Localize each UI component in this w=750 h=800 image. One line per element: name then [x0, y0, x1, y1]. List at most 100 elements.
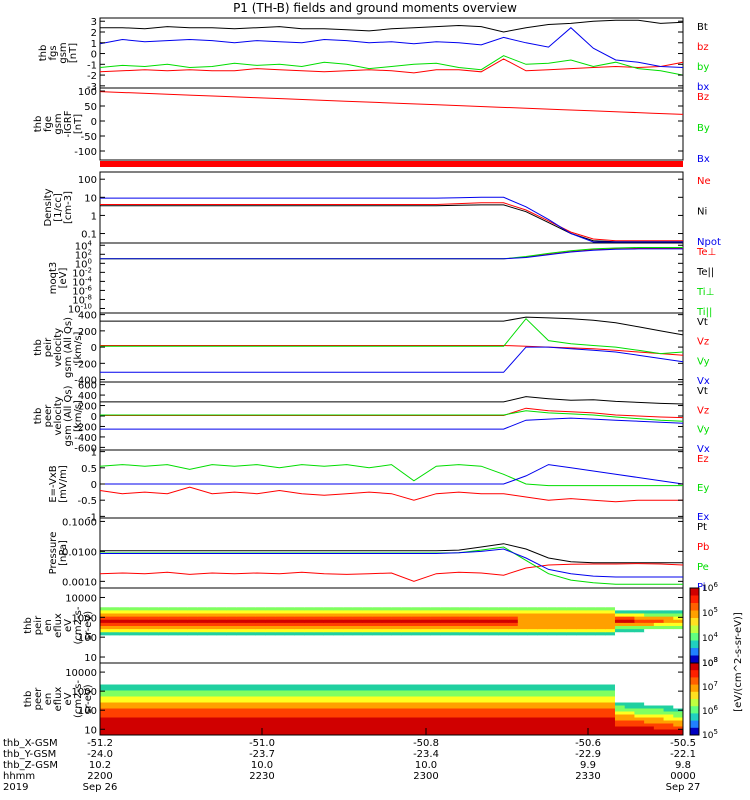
spectrogram-cell — [255, 628, 266, 633]
colorbar-segment — [690, 677, 699, 686]
spectrogram-cell — [546, 597, 558, 601]
spectrogram-cell — [440, 684, 451, 688]
spectrogram-cell — [158, 732, 169, 736]
spectrogram-cell — [109, 687, 120, 691]
spectrogram-cell — [226, 687, 237, 691]
spectrogram-cell — [576, 638, 587, 642]
spectrogram-cell — [420, 600, 431, 605]
spectrogram-cell — [673, 656, 684, 661]
spectrogram-cell — [236, 708, 247, 712]
spectrogram-cell — [138, 690, 150, 694]
spectrogram-cell — [517, 616, 529, 620]
spectrogram-cell — [508, 616, 519, 620]
spectrogram-cell — [109, 609, 120, 614]
colorbar-segment — [690, 720, 699, 729]
spectrogram-cell — [294, 705, 305, 709]
spectrogram-cell — [216, 606, 227, 611]
spectrogram-cell — [498, 711, 509, 715]
spectrogram-cell — [653, 622, 665, 626]
spectrogram-cell — [566, 705, 577, 709]
spectrogram-cell — [576, 732, 587, 736]
spectrogram-cell — [546, 659, 558, 664]
spectrogram-cell — [187, 693, 198, 697]
spectrogram-cell — [498, 622, 509, 626]
spectrogram-cell — [294, 613, 305, 617]
spectrogram-cell — [673, 622, 684, 626]
spectrogram-cell — [187, 650, 198, 655]
spectrogram-cell — [177, 726, 188, 730]
spectrogram-cell — [410, 726, 422, 730]
spectrogram-cell — [488, 634, 499, 639]
spectrogram-cell — [644, 720, 655, 724]
spectrogram-cell — [410, 675, 422, 679]
spectrogram-cell — [129, 625, 140, 630]
spectrogram-cell — [546, 690, 558, 694]
spectrogram-cell — [284, 641, 295, 645]
x-row-label-hhmm: hhmm — [3, 771, 35, 782]
spectrogram-cell — [265, 702, 276, 706]
spectrogram-cell — [653, 619, 665, 623]
spectrogram-cell — [595, 625, 606, 630]
spectrogram-cell — [556, 723, 567, 727]
spectrogram-cell — [595, 619, 606, 623]
spectrogram-cell — [566, 669, 577, 673]
spectrogram-cell — [614, 696, 626, 700]
spectrogram-cell — [401, 641, 412, 645]
spectrogram-cell — [265, 666, 276, 670]
spectrogram-cell — [342, 720, 354, 724]
spectrogram-cell — [255, 663, 266, 667]
spectrogram-cell — [381, 681, 392, 685]
spectrogram-cell — [372, 647, 383, 651]
spectrogram-cell — [342, 600, 354, 605]
spectrogram-cell — [265, 622, 276, 626]
spectrogram-cell — [614, 647, 626, 651]
spectrogram-cell — [362, 600, 373, 605]
spectrogram-cell — [138, 726, 150, 730]
spectrogram-cell — [333, 678, 344, 682]
spectrogram-cell — [546, 699, 558, 703]
spectrogram-cell — [614, 729, 626, 733]
spectrogram-cell — [148, 641, 159, 645]
spectrogram-cell — [206, 653, 218, 658]
spectrogram-cell — [158, 663, 169, 667]
spectrogram-cell — [138, 678, 150, 682]
spectrogram-cell — [129, 669, 140, 673]
y-axis-label-line: thb — [23, 691, 34, 708]
spectrogram-cell — [420, 613, 431, 617]
spectrogram-cell — [605, 693, 616, 697]
spectrogram-cell — [537, 603, 548, 608]
spectrogram-cell — [478, 656, 490, 661]
spectrogram-cell — [566, 720, 577, 724]
spectrogram-cell — [498, 619, 509, 623]
spectrogram-cell — [410, 656, 422, 661]
spectrogram-cell — [323, 732, 334, 736]
spectrogram-cell — [469, 711, 480, 715]
spectrogram-cell — [537, 702, 548, 706]
spectrogram-cell — [488, 663, 499, 667]
spectrogram-cell — [624, 628, 635, 633]
legend-label-Ey: Ey — [697, 483, 709, 494]
spectrogram-cell — [342, 628, 354, 633]
spectrogram-cell — [430, 708, 441, 712]
spectrogram-cell — [605, 711, 616, 715]
spectrogram-cell — [119, 616, 130, 620]
spectrogram-cell — [449, 631, 461, 636]
spectrogram-cell — [100, 702, 111, 706]
spectrogram-cell — [158, 717, 169, 721]
spectrogram-cell — [440, 687, 451, 691]
spectrogram-cell — [527, 726, 538, 730]
spectrogram-cell — [129, 606, 140, 611]
spectrogram-cell — [168, 641, 179, 645]
spectrogram-cell — [663, 717, 674, 721]
spectrogram-cell — [226, 675, 237, 679]
spectrogram-cell — [478, 613, 490, 617]
spectrogram-cell — [644, 717, 655, 721]
spectrogram-cell — [498, 653, 509, 658]
spectrogram-cell — [216, 594, 227, 598]
spectrogram-cell — [148, 714, 159, 718]
colorbar-frame — [689, 662, 700, 736]
spectrogram-cell — [109, 708, 120, 712]
spectrogram-cell — [478, 714, 490, 718]
spectrogram-cell — [333, 613, 344, 617]
